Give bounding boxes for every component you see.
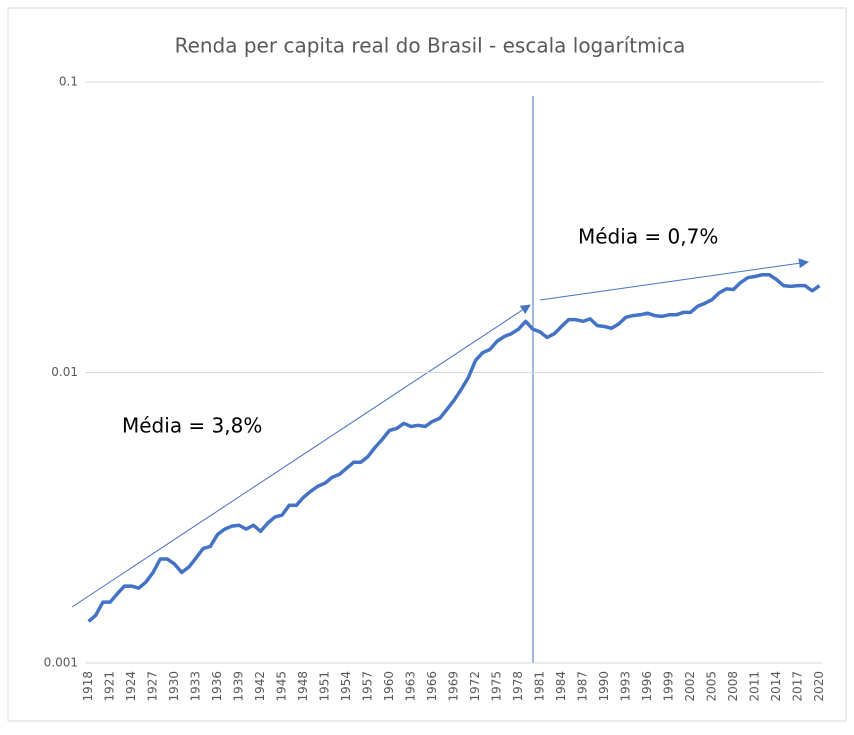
x-tick-label: 1948 <box>296 671 310 702</box>
x-tick-label: 1963 <box>404 671 418 702</box>
x-tick-label: 1966 <box>425 671 439 702</box>
chart-title: Renda per capita real do Brasil - escala… <box>175 34 686 58</box>
annotation: Média = 3,8% <box>122 414 262 438</box>
x-tick-label: 1987 <box>575 671 589 702</box>
x-tick-label: 2014 <box>769 671 783 702</box>
x-tick-label: 1978 <box>511 671 525 702</box>
x-tick-label: 1921 <box>103 671 117 702</box>
x-tick-label: 2017 <box>790 671 804 702</box>
x-tick-label: 1972 <box>468 671 482 702</box>
x-tick-label: 1990 <box>597 671 611 702</box>
y-tick-label: 0.001 <box>44 656 78 670</box>
x-tick-label: 1981 <box>532 671 546 702</box>
x-tick-label: 2005 <box>704 671 718 702</box>
x-tick-label: 1957 <box>361 671 375 702</box>
x-tick-label: 2011 <box>747 671 761 702</box>
x-tick-label: 1996 <box>640 671 654 702</box>
x-tick-label: 2002 <box>683 671 697 702</box>
x-tick-label: 1939 <box>232 671 246 702</box>
x-tick-label: 2008 <box>726 671 740 702</box>
x-tick-label: 1924 <box>124 671 138 702</box>
x-tick-label: 1942 <box>253 671 267 702</box>
y-tick-label: 0.1 <box>59 75 78 89</box>
x-tick-label: 1975 <box>489 671 503 702</box>
x-tick-label: 1945 <box>275 671 289 702</box>
x-tick-label: 1969 <box>447 671 461 702</box>
x-tick-label: 1936 <box>210 671 224 702</box>
trend-arrow <box>539 258 809 301</box>
x-tick-label: 1960 <box>382 671 396 702</box>
x-tick-label: 1993 <box>618 671 632 702</box>
chart-frame <box>7 7 847 722</box>
annotation: Média = 0,7% <box>578 225 718 249</box>
x-tick-label: 1918 <box>81 671 95 702</box>
x-tick-label: 2020 <box>812 671 826 702</box>
x-tick-label: 1999 <box>661 671 675 702</box>
x-tick-label: 1954 <box>339 671 353 702</box>
x-tick-label: 1930 <box>167 671 181 702</box>
series-line <box>87 273 821 623</box>
x-tick-label: 1933 <box>189 671 203 702</box>
x-tick-label: 1984 <box>554 671 568 702</box>
x-tick-label: 1951 <box>318 671 332 702</box>
y-tick-label: 0.01 <box>51 365 78 379</box>
x-tick-label: 1927 <box>146 671 160 702</box>
trend-arrow <box>71 304 531 608</box>
